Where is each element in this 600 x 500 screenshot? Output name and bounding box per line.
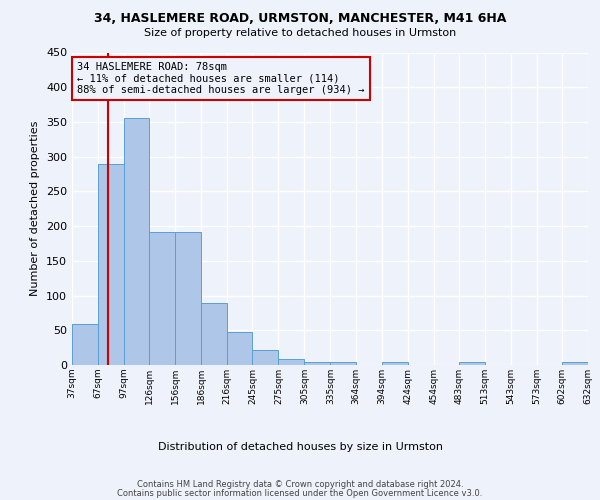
Bar <box>72 324 98 365</box>
Bar <box>304 362 331 365</box>
Bar <box>149 232 175 365</box>
Text: 34 HASLEMERE ROAD: 78sqm
← 11% of detached houses are smaller (114)
88% of semi-: 34 HASLEMERE ROAD: 78sqm ← 11% of detach… <box>77 62 365 95</box>
Text: 34, HASLEMERE ROAD, URMSTON, MANCHESTER, M41 6HA: 34, HASLEMERE ROAD, URMSTON, MANCHESTER,… <box>94 12 506 26</box>
Y-axis label: Number of detached properties: Number of detached properties <box>31 121 40 296</box>
Bar <box>201 302 227 365</box>
Bar <box>124 118 149 365</box>
Bar <box>562 362 588 365</box>
Text: Distribution of detached houses by size in Urmston: Distribution of detached houses by size … <box>157 442 443 452</box>
Bar <box>98 164 124 365</box>
Bar <box>459 362 485 365</box>
Bar <box>175 232 201 365</box>
Bar <box>278 359 304 365</box>
Text: Contains public sector information licensed under the Open Government Licence v3: Contains public sector information licen… <box>118 489 482 498</box>
Bar <box>227 332 253 365</box>
Bar <box>331 362 356 365</box>
Bar <box>253 350 278 365</box>
Text: Contains HM Land Registry data © Crown copyright and database right 2024.: Contains HM Land Registry data © Crown c… <box>137 480 463 489</box>
Bar <box>382 362 407 365</box>
Text: Size of property relative to detached houses in Urmston: Size of property relative to detached ho… <box>144 28 456 38</box>
